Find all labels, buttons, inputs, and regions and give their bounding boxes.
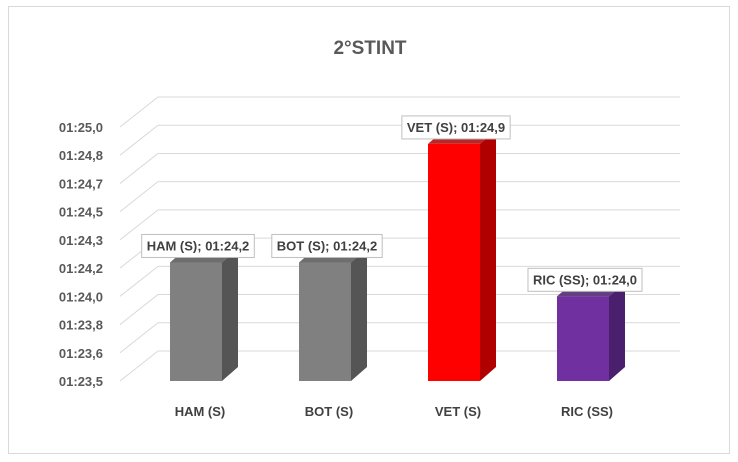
bar (299, 262, 351, 381)
bar-side (351, 248, 367, 381)
gridline-diagonal (119, 322, 159, 354)
chart-title: 2°STINT (333, 38, 406, 59)
gridline-diagonal (119, 294, 159, 325)
data-label-text: HAM (S); 01:24,2 (147, 238, 250, 253)
gridline-diagonal (119, 350, 159, 382)
gridline-diagonal (119, 209, 159, 241)
y-tick-label: 01:24,8 (59, 148, 103, 163)
data-label: RIC (SS); 01:24,0 (527, 267, 643, 292)
y-tick-label: 01:24,5 (59, 205, 103, 220)
x-category-label: BOT (S) (305, 404, 353, 419)
data-label-text: VET (S); 01:24,9 (407, 120, 505, 135)
data-label-box (141, 233, 255, 258)
bar (170, 262, 222, 381)
y-tick-label: 01:25,0 (59, 120, 103, 135)
bar-side (480, 129, 496, 381)
gridline-diagonal (119, 181, 159, 213)
x-axis-categories: HAM (S) BOT (S) VET (S) RIC (SS) (175, 404, 613, 419)
y-tick-label: 01:23,8 (59, 318, 103, 333)
gridline-diagonal (119, 265, 159, 297)
data-label-text: BOT (S); 01:24,2 (277, 238, 377, 253)
y-tick-label: 01:24,0 (59, 289, 103, 304)
data-label-box (401, 115, 511, 140)
y-tick-label: 01:23,5 (59, 374, 103, 389)
data-label-text: RIC (SS); 01:24,0 (533, 272, 637, 287)
y-tick-label: 01:24,2 (59, 261, 103, 276)
data-label: BOT (S); 01:24,2 (271, 233, 383, 258)
data-label: HAM (S); 01:24,2 (141, 233, 255, 258)
gridline-diagonal (119, 153, 159, 184)
gridline-diagonal (119, 96, 159, 128)
data-label: VET (S); 01:24,9 (401, 115, 511, 140)
bar (557, 296, 609, 381)
bar-side (222, 248, 238, 381)
data-label-box (271, 233, 383, 258)
x-category-label: HAM (S) (175, 404, 226, 419)
y-tick-label: 01:23,6 (59, 346, 103, 361)
bar (428, 143, 480, 381)
gridline-diagonal (119, 124, 159, 156)
x-category-label: RIC (SS) (561, 404, 613, 419)
data-label-box (527, 267, 643, 292)
y-axis-ticks: 01:23,5 01:23,6 01:23,8 01:24,0 01:24,2 01:24… (59, 120, 103, 389)
bar-side (609, 282, 625, 381)
data-labels: HAM (S); 01:24,2 BOT (S); 01:24,2 VET (S);… (141, 115, 643, 292)
x-category-label: VET (S) (435, 404, 481, 419)
y-tick-label: 01:24,7 (59, 176, 103, 191)
y-tick-label: 01:24,3 (59, 233, 103, 248)
